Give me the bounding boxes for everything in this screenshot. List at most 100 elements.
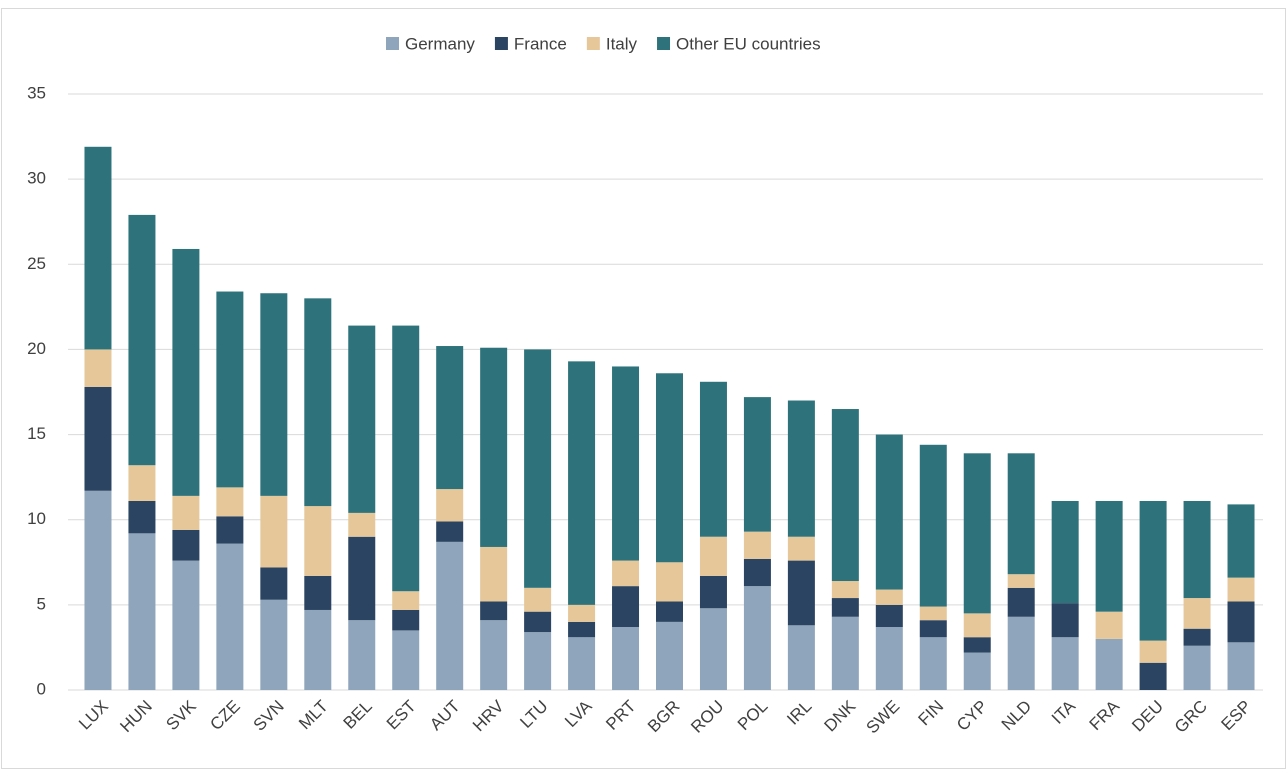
bar-segment	[568, 621, 596, 638]
x-tick-label: GRC	[1171, 697, 1211, 737]
legend-label: Other EU countries	[676, 34, 821, 53]
bar-segment	[831, 581, 859, 599]
bar-segment	[172, 248, 200, 496]
bar-segment	[787, 560, 815, 626]
x-tick-label: EST	[383, 697, 420, 734]
bar-segment	[699, 381, 727, 537]
bar-segment	[128, 214, 156, 466]
x-tick-label: ESP	[1218, 697, 1255, 734]
bar-segment	[1227, 504, 1255, 578]
bar-segment	[436, 521, 464, 542]
y-tick-label: 15	[27, 424, 46, 443]
bar-segment	[216, 487, 244, 517]
bar-segment	[963, 453, 991, 614]
bar-segment	[260, 495, 288, 568]
bar-segment	[216, 516, 244, 544]
x-tick-label: BGR	[644, 697, 683, 736]
bar-segment	[1007, 574, 1035, 588]
bar-segment	[304, 575, 332, 610]
x-tick-label: POL	[734, 697, 771, 734]
bar-segment	[1183, 598, 1211, 629]
bar-segment	[1051, 603, 1079, 638]
bar-segment	[392, 325, 420, 592]
x-tick-label: SVK	[162, 696, 200, 734]
x-tick-label: SVN	[250, 697, 288, 735]
x-tick-label: IRL	[783, 697, 815, 729]
x-tick-label: LTU	[516, 697, 551, 732]
bar-segment	[875, 626, 903, 690]
bar-segment	[656, 621, 683, 690]
x-tick-label: CYP	[953, 697, 991, 735]
bar-segment	[260, 293, 288, 496]
bar-segment	[1183, 628, 1211, 646]
bar-segment	[787, 536, 815, 561]
bar-segment	[524, 611, 552, 633]
bar-segment	[348, 325, 376, 513]
x-tick-label: DEU	[1128, 697, 1167, 736]
bar-segment	[963, 613, 991, 638]
bar-segment	[612, 366, 640, 561]
bar-segment	[875, 434, 903, 590]
legend-swatch	[386, 37, 399, 50]
bar-segment	[1095, 638, 1123, 690]
x-tick-label: DNK	[821, 696, 860, 735]
bar-segment	[919, 637, 947, 690]
bar-segment	[436, 541, 464, 690]
legend-swatch	[494, 37, 508, 50]
bar-segment	[1139, 640, 1167, 663]
bar-segment	[743, 558, 771, 587]
y-tick-label: 20	[27, 339, 46, 358]
bar-segment	[480, 347, 508, 547]
bar-segment	[84, 386, 112, 491]
bar-segment	[568, 637, 596, 690]
bar-segment	[1183, 500, 1211, 599]
bar-segment	[963, 637, 991, 653]
bar-segment	[1139, 500, 1167, 641]
bar-segment	[831, 616, 859, 690]
bar-segment	[128, 465, 156, 501]
x-tick-label: ITA	[1048, 696, 1080, 728]
legend-swatch	[586, 37, 600, 50]
bar-segment	[656, 373, 683, 563]
x-tick-label: PRT	[602, 697, 639, 734]
x-tick-label: HRV	[469, 696, 508, 735]
x-tick-label: BEL	[340, 697, 376, 733]
bar-segment	[1183, 645, 1211, 690]
bar-segment	[656, 562, 683, 602]
bar-segment	[963, 652, 991, 690]
bar-segment	[1139, 662, 1167, 690]
bar-segment	[699, 575, 727, 609]
bar-segment	[524, 632, 552, 690]
bar-segment	[919, 444, 947, 607]
bar-segment	[875, 589, 903, 605]
bar-segment	[699, 608, 727, 690]
bar-segment	[84, 490, 112, 690]
x-tick-label: NLD	[998, 697, 1035, 734]
bar-segment	[831, 598, 859, 617]
bar-segment	[436, 346, 464, 490]
bar-segment	[392, 630, 420, 690]
bar-segment	[743, 397, 771, 532]
legend-label: France	[514, 34, 567, 53]
bar-segment	[699, 536, 727, 576]
bar-segment	[392, 591, 420, 610]
legend-swatch	[657, 37, 671, 50]
bar-segment	[1227, 642, 1255, 690]
bar-segment	[743, 586, 771, 690]
x-tick-label: HUN	[116, 697, 155, 736]
y-tick-label: 5	[37, 594, 46, 613]
bar-segment	[612, 626, 640, 690]
bar-segment	[612, 586, 640, 627]
bar-segment	[524, 349, 552, 588]
bar-segment	[348, 620, 376, 690]
y-tick-label: 30	[27, 169, 46, 188]
bar-segment	[304, 609, 332, 690]
bar-segment	[480, 620, 508, 690]
bar-segment	[1051, 500, 1079, 604]
bar-segment	[1051, 637, 1079, 690]
bar-segment	[128, 500, 156, 534]
bar-segment	[1095, 611, 1123, 639]
x-tick-label: LVA	[561, 696, 596, 731]
bar-segment	[831, 409, 859, 582]
bar-segment	[172, 529, 200, 561]
